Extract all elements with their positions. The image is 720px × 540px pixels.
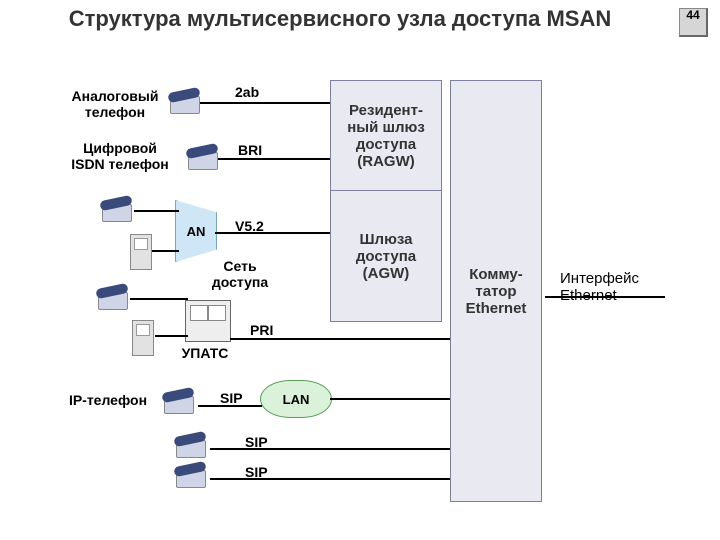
phone-icon bbox=[100, 196, 134, 224]
phone-icon bbox=[174, 432, 208, 460]
terminal-icon bbox=[132, 320, 154, 356]
analog-phone-label: Аналоговыйтелефон bbox=[60, 88, 170, 120]
upats-label: УПАТС bbox=[170, 345, 240, 361]
ethernet-interface-line bbox=[545, 296, 665, 298]
phone-icon bbox=[162, 388, 196, 416]
switch-label: Комму-таторEthernet bbox=[466, 266, 527, 317]
access-network-label: Сетьдоступа bbox=[200, 258, 280, 290]
diagram-stage: Структура мультисервисного узла доступа … bbox=[0, 0, 720, 540]
proto-pri: PRI bbox=[250, 322, 273, 338]
connection-line bbox=[152, 250, 179, 252]
ragw-box: Резидент-ный шлюздоступа(RAGW) bbox=[330, 80, 442, 192]
lan-label: LAN bbox=[283, 392, 310, 407]
agw-box: Шлюзадоступа(AGW) bbox=[330, 190, 442, 322]
isdn-phone-label: ЦифровойISDN телефон bbox=[60, 140, 180, 172]
connection-line bbox=[130, 298, 188, 300]
phone-icon bbox=[174, 462, 208, 490]
lan-cloud: LAN bbox=[260, 380, 332, 418]
page-title: Структура мультисервисного узла доступа … bbox=[0, 6, 680, 32]
an-label: AN bbox=[187, 224, 206, 239]
agw-label: Шлюзадоступа(AGW) bbox=[356, 231, 416, 282]
connection-line bbox=[134, 210, 179, 212]
connection-line bbox=[330, 398, 450, 400]
phone-icon bbox=[96, 284, 130, 312]
connection-line bbox=[230, 338, 450, 340]
phone-icon bbox=[186, 144, 220, 172]
connection-line bbox=[155, 335, 188, 337]
page-number-badge: 44 bbox=[679, 8, 708, 37]
terminal-icon bbox=[130, 234, 152, 270]
pbx-icon bbox=[185, 300, 231, 342]
proto-2ab: 2ab bbox=[235, 84, 259, 100]
connection-line bbox=[200, 102, 330, 104]
ethernet-interface-label: ИнтерфейсEthernet bbox=[560, 270, 639, 304]
phone-icon bbox=[168, 88, 202, 116]
connection-line bbox=[215, 232, 330, 234]
access-node: AN bbox=[175, 200, 217, 262]
connection-line bbox=[210, 448, 450, 450]
connection-line bbox=[218, 158, 330, 160]
proto-sip-1: SIP bbox=[220, 390, 243, 406]
connection-line bbox=[198, 405, 262, 407]
ip-phone-label: IP-телефон bbox=[58, 392, 158, 408]
ethernet-switch-box: Комму-таторEthernet bbox=[450, 80, 542, 502]
ragw-label: Резидент-ный шлюздоступа(RAGW) bbox=[347, 102, 425, 170]
proto-bri: BRI bbox=[238, 142, 262, 158]
connection-line bbox=[210, 478, 450, 480]
